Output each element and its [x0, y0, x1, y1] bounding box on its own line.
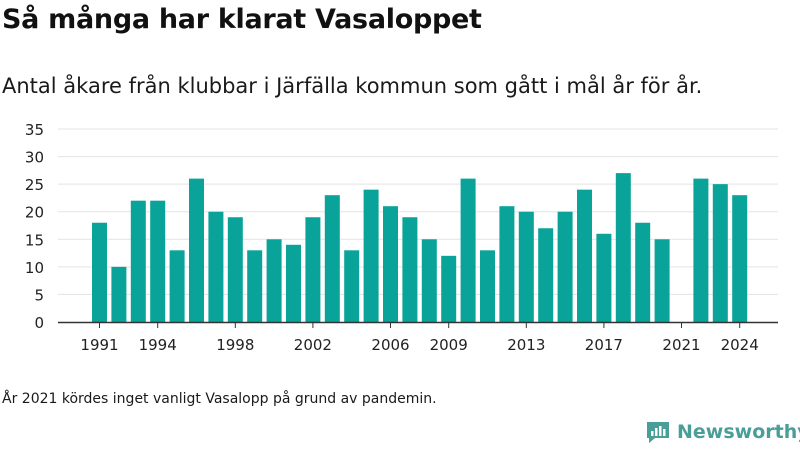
bar-1994 [150, 200, 166, 322]
bar-1997 [208, 211, 224, 322]
bar-2013 [518, 211, 534, 322]
bar-2007 [402, 217, 418, 322]
brand-name: Newsworthy [677, 421, 800, 443]
bar-2018 [615, 173, 631, 322]
y-tick-label: 10 [25, 259, 44, 277]
bar-2012 [499, 206, 515, 322]
chart-subtitle: Antal åkare från klubbar i Järfälla komm… [2, 74, 703, 98]
bar-2023 [712, 184, 728, 322]
bar-2022 [693, 178, 709, 322]
bar-2011 [480, 250, 495, 322]
bar-2010 [460, 178, 476, 322]
bar-2014 [538, 228, 554, 322]
bar-1999 [247, 250, 263, 322]
grid-lines [58, 128, 778, 295]
y-tick-label: 5 [34, 286, 44, 304]
y-tick-label: 35 [25, 121, 44, 139]
y-axis-ticks: 0 5 10 15 20 25 30 35 [25, 121, 44, 332]
bar-2017 [596, 233, 612, 322]
y-tick-label: 0 [34, 314, 44, 332]
x-tick-label: 2009 [430, 336, 468, 354]
bar-1998 [227, 217, 243, 322]
x-tick-label: 2021 [662, 336, 700, 354]
x-tick-label: 2017 [585, 336, 623, 354]
bars [92, 173, 748, 322]
bar-2004 [344, 250, 360, 322]
y-tick-label: 30 [25, 149, 44, 167]
x-tick-label: 1994 [139, 336, 177, 354]
x-axis-ticks: 1991 1994 1998 2002 2006 2009 2013 2017 2021 2024 [80, 322, 759, 354]
bar-2000 [266, 239, 282, 322]
bar-1991 [92, 222, 107, 322]
bar-2024 [732, 195, 748, 322]
bar-2006 [383, 206, 398, 322]
x-tick-label: 2006 [371, 336, 409, 354]
bar-2009 [441, 255, 457, 322]
x-tick-label: 2013 [507, 336, 545, 354]
bar-2008 [421, 239, 437, 322]
bar-2001 [286, 244, 301, 322]
y-tick-label: 25 [25, 176, 44, 194]
bar-1996 [189, 178, 204, 322]
bar-chart: 0 5 10 15 20 25 30 35 1991 1994 1998 2002 2006 2009 2… [25, 121, 778, 354]
y-tick-label: 20 [25, 204, 44, 222]
bar-2003 [324, 195, 340, 322]
bar-1993 [130, 200, 146, 322]
brand-logo: Newsworthy [645, 420, 800, 444]
bar-2002 [305, 217, 321, 322]
bar-1992 [111, 266, 127, 322]
bar-2016 [577, 189, 592, 322]
chart-title: Så många har klarat Vasaloppet [2, 4, 482, 35]
bar-1995 [169, 250, 185, 322]
newsworthy-logo-icon [647, 422, 669, 443]
x-tick-label: 1998 [216, 336, 254, 354]
x-tick-label: 2002 [294, 336, 332, 354]
bar-2005 [363, 189, 379, 322]
footnote: År 2021 kördes inget vanligt Vasalopp på… [2, 391, 437, 407]
x-tick-label: 2024 [721, 336, 759, 354]
bar-2015 [557, 211, 573, 322]
y-tick-label: 15 [25, 231, 44, 249]
bar-2019 [635, 222, 651, 322]
x-tick-label: 1991 [80, 336, 118, 354]
bar-2020 [654, 239, 670, 322]
